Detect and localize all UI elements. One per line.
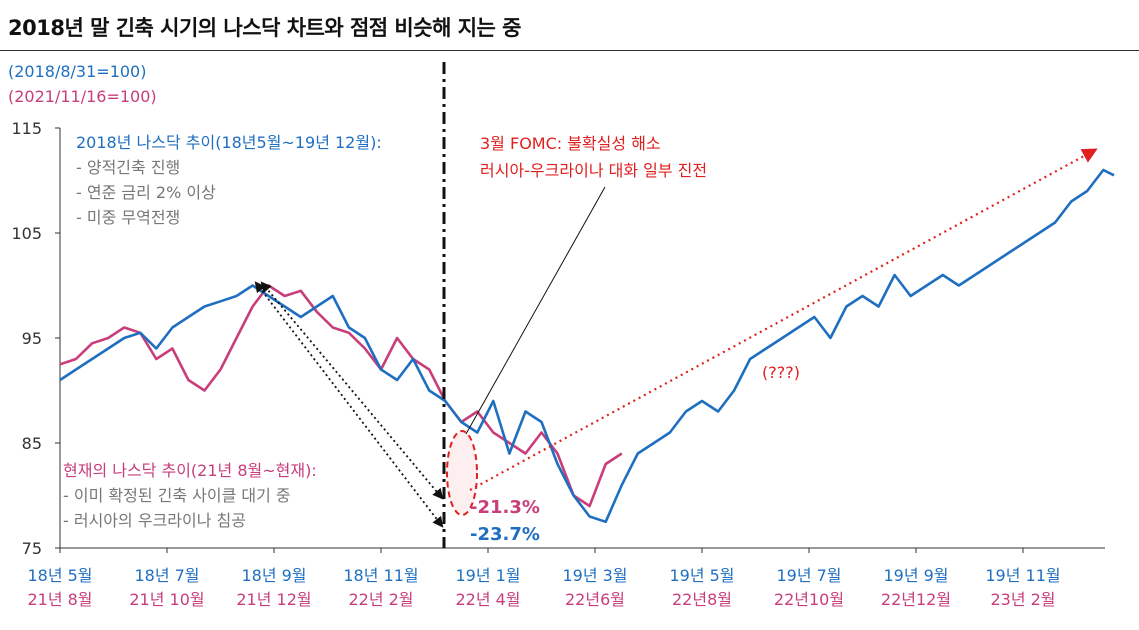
note-2018-item: - 미중 무역전쟁 <box>76 208 181 227</box>
x-tick-label-2018: 19년 1월 <box>455 566 520 585</box>
note-2021-head: 현재의 나스닥 추이(21년 8월~현재): <box>63 461 317 480</box>
y-tick-label: 115 <box>11 119 42 138</box>
note-2021: 현재의 나스닥 추이(21년 8월~현재): - 이미 확정된 긴축 사이클 대… <box>63 458 317 533</box>
base-label-2018: (2018/8/31=100) <box>8 62 147 81</box>
note-2018-item: - 양적긴축 진행 <box>76 158 181 177</box>
trough-highlight-ellipse <box>446 430 478 516</box>
chart-title: 2018년 말 긴축 시기의 나스닥 차트와 점점 비슷해 지는 중 <box>8 16 521 40</box>
y-tick-label: 75 <box>22 539 42 558</box>
series-line-2018 <box>59 168 1115 524</box>
x-tick-label-2021: 22년6월 <box>565 590 625 609</box>
x-tick-label-2021: 23년 2월 <box>990 590 1055 609</box>
x-tick-label-2021: 22년 4월 <box>455 590 520 609</box>
x-tick-label-2021: 22년8월 <box>672 590 732 609</box>
x-tick-label-2018: 19년 9월 <box>883 566 948 585</box>
x-tick-label-2018: 18년 7월 <box>134 566 199 585</box>
fomc-line: 3월 FOMC: 불확실성 해소 <box>480 134 661 153</box>
note-2018-item: - 연준 금리 2% 이상 <box>76 183 216 202</box>
note-2021-item: - 러시아의 우크라이나 침공 <box>63 511 246 530</box>
x-tick-label-2018: 18년 11월 <box>343 566 418 585</box>
projection-arrow <box>469 148 1098 491</box>
base-label-2021: (2021/11/16=100) <box>8 87 157 106</box>
x-tick-label-2021: 21년 10월 <box>129 590 204 609</box>
x-tick-label-2018: 19년 3월 <box>562 566 627 585</box>
x-tick-label-2021: 22년12월 <box>881 590 951 609</box>
x-tick-label-2018: 19년 7월 <box>776 566 841 585</box>
drawdown-arrow-2021 <box>260 281 444 500</box>
x-tick-label-2021: 21년 8월 <box>27 590 92 609</box>
x-tick-label-2021: 21년 12월 <box>236 590 311 609</box>
drop-2021-label: -21.3% <box>470 497 540 518</box>
y-tick-label: 105 <box>11 224 42 243</box>
y-tick-label: 95 <box>22 329 42 348</box>
note-2018: 2018년 나스닥 추이(18년5월~19년 12월): - 양적긴축 진행 -… <box>76 130 382 230</box>
x-tick-label-2021: 22년 2월 <box>348 590 413 609</box>
fomc-callout-line <box>465 186 606 435</box>
x-tick-label-2021: 22년10월 <box>774 590 844 609</box>
x-tick-label-2018: 18년 5월 <box>27 566 92 585</box>
x-tick-label-2018: 19년 11월 <box>985 566 1060 585</box>
x-tick-label-2018: 18년 9월 <box>241 566 306 585</box>
note-2021-item: - 이미 확정된 긴축 사이클 대기 중 <box>63 486 291 505</box>
note-2018-head: 2018년 나스닥 추이(18년5월~19년 12월): <box>76 133 382 152</box>
title-divider <box>0 50 1139 51</box>
drop-2018-label: -23.7% <box>470 524 540 545</box>
fomc-line: 러시아-우크라이나 대화 일부 진전 <box>480 161 708 180</box>
y-tick-label: 85 <box>22 434 42 453</box>
unknown-label: (???) <box>762 363 800 382</box>
x-tick-label-2018: 19년 5월 <box>669 566 734 585</box>
fomc-note: 3월 FOMC: 불확실성 해소 러시아-우크라이나 대화 일부 진전 <box>480 130 707 184</box>
